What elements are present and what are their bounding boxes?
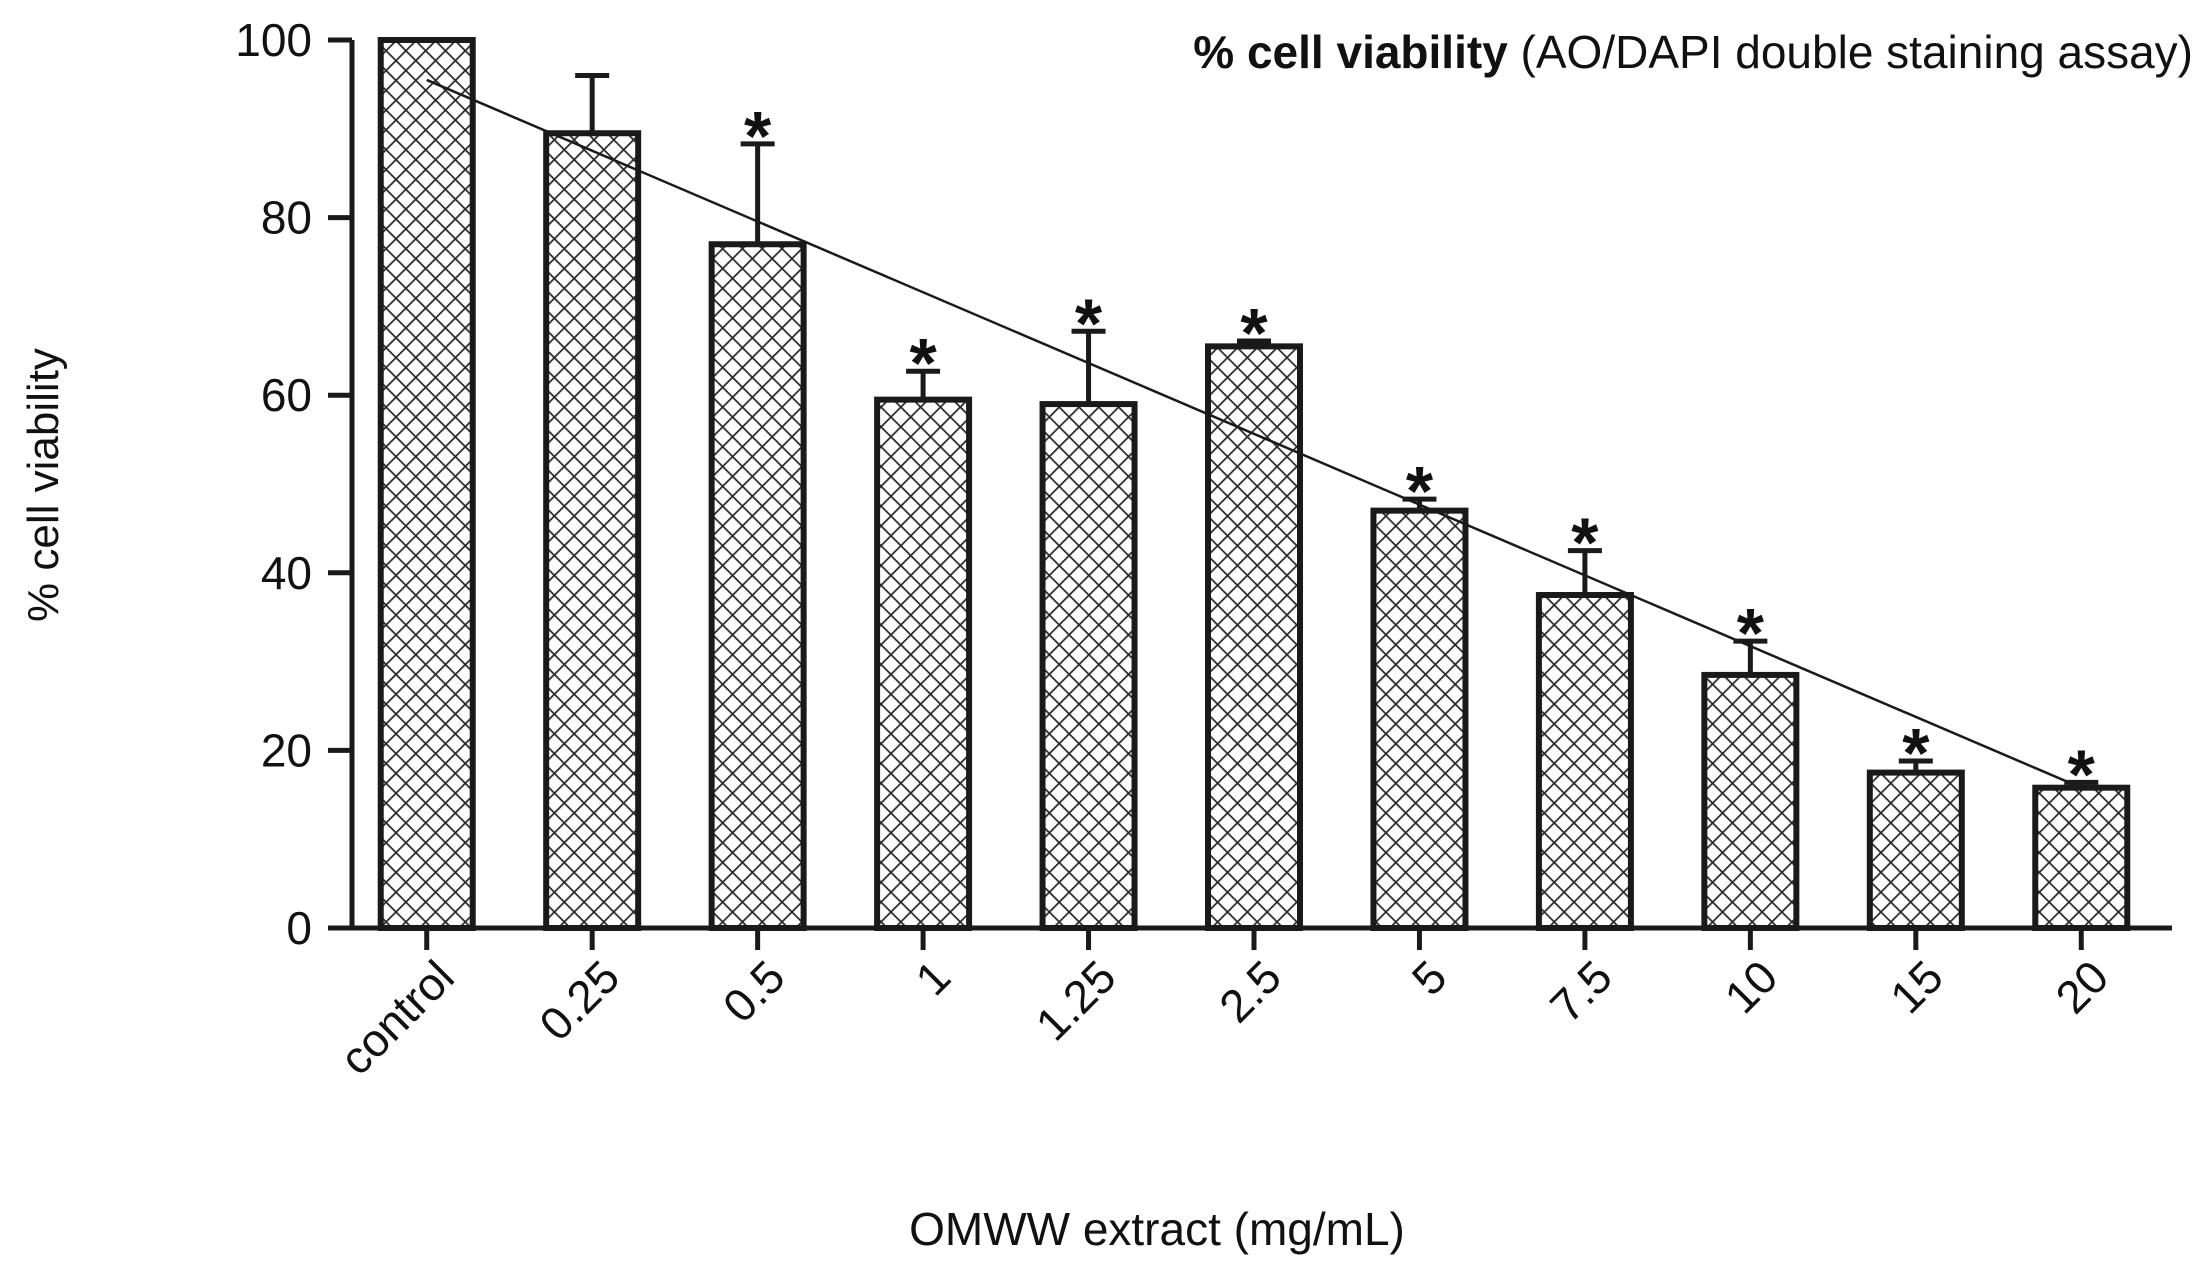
significance-marker: * (1737, 594, 1765, 672)
bar (1866, 769, 1965, 931)
significance-marker: * (1902, 714, 1930, 792)
x-tick-label: control (329, 950, 463, 1084)
x-axis: control 0.25 0.5 1 1.25 2.5 5 7.5 10 15 20 (329, 925, 2172, 1085)
x-tick-label: 2.5 (1209, 950, 1291, 1032)
x-tick-label: 1.25 (1026, 950, 1126, 1050)
x-tick-label: 20 (2045, 950, 2118, 1023)
bar (543, 130, 642, 932)
y-tick-label: 40 (261, 547, 312, 599)
bar (1039, 401, 1138, 931)
significance-marker: * (744, 97, 772, 175)
x-axis-label: OMWW extract (mg/mL) (909, 1203, 1405, 1255)
bar (1370, 507, 1469, 931)
y-tick-label: 20 (261, 724, 312, 776)
trendline (426, 78, 2082, 789)
significance-marker: * (1240, 294, 1268, 372)
bars-group: * * * * * * * * * (377, 37, 2131, 932)
x-tick-label: 0.5 (713, 950, 795, 1032)
bar (1701, 671, 1800, 931)
bar (874, 396, 973, 931)
bar (1535, 592, 1634, 931)
significance-marker: * (2068, 735, 2096, 813)
y-axis-label: % cell viability (19, 348, 68, 622)
significance-marker: * (909, 324, 937, 402)
x-tick-label: 5 (1402, 950, 1457, 1005)
bar (708, 241, 807, 932)
trendline-group (426, 78, 2082, 789)
y-tick-label: 100 (235, 14, 312, 66)
y-tick-label: 80 (261, 192, 312, 244)
chart-title: % cell viability (AO/DAPI double stainin… (1193, 26, 2193, 78)
x-tick-label: 0.25 (529, 950, 629, 1050)
significance-marker: * (1406, 452, 1434, 530)
x-tick-label: 15 (1880, 950, 1953, 1023)
significance-marker: * (1075, 284, 1103, 362)
x-tick-label: 7.5 (1540, 950, 1622, 1032)
y-tick-label: 60 (261, 369, 312, 421)
x-tick-label: 10 (1714, 950, 1787, 1023)
y-tick-label: 0 (286, 902, 312, 954)
significance-marker: * (1571, 504, 1599, 582)
bar (377, 37, 476, 931)
y-axis: 0 20 40 60 80 100 (235, 14, 355, 954)
x-tick-label: 1 (905, 950, 960, 1005)
